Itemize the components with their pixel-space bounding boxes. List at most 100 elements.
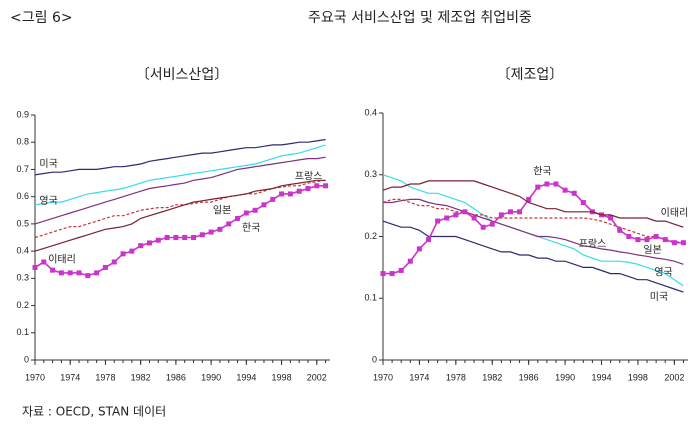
series-line [34, 179, 326, 239]
series-marker [626, 234, 632, 239]
y-tick-label: 0.3 [364, 169, 377, 179]
y-tick-label: 0 [372, 354, 377, 364]
series-marker [305, 186, 311, 191]
x-tick-label: 1978 [95, 372, 115, 382]
series-marker [644, 237, 650, 243]
series-label: 미국 [650, 291, 668, 303]
series-marker [323, 183, 329, 189]
series-line [382, 174, 684, 287]
series-marker [76, 270, 82, 276]
series-marker [296, 188, 302, 194]
series-marker [32, 264, 38, 270]
y-tick-label: 0.8 [16, 137, 29, 147]
series-label: 프랑스 [295, 170, 323, 182]
x-tick-label: 1998 [628, 372, 648, 382]
x-tick-label: 1978 [446, 372, 466, 382]
series-label: 영국 [654, 266, 672, 278]
chart-title: 〔서비스산업〕 [136, 67, 228, 83]
x-tick-label: 2002 [307, 372, 327, 382]
series-marker [526, 196, 532, 202]
series-label: 영국 [39, 195, 57, 207]
series-marker [608, 215, 614, 221]
y-tick-label: 0.9 [16, 109, 29, 119]
series-label: 일본 [643, 244, 661, 256]
x-tick-label: 1970 [373, 372, 393, 382]
source-note: 자료 : OECD, STAN 데이터 [22, 405, 166, 419]
series-marker [453, 212, 459, 218]
series-marker [252, 207, 258, 213]
series-marker [426, 237, 432, 243]
x-tick-label: 1994 [591, 372, 611, 382]
series-marker [50, 267, 56, 273]
series-marker [553, 181, 559, 187]
series-label: 한국 [242, 222, 260, 234]
x-tick-label: 1994 [236, 372, 256, 382]
series-marker [208, 229, 214, 235]
series-marker [462, 209, 468, 215]
series-marker [138, 243, 144, 249]
y-tick-label: 0.7 [16, 164, 29, 174]
y-tick-label: 0.2 [16, 300, 29, 310]
series-marker [173, 235, 179, 240]
series-marker [314, 183, 320, 189]
series-line [382, 198, 684, 244]
series-line [34, 179, 326, 252]
series-marker [389, 271, 395, 277]
series-marker [498, 212, 504, 218]
x-tick-label: 1982 [131, 372, 151, 382]
series-marker [653, 234, 659, 239]
series-marker [191, 235, 197, 240]
series-marker [380, 271, 386, 277]
series-marker [435, 218, 441, 224]
x-tick-label: 2002 [664, 372, 684, 382]
series-label: 일본 [213, 204, 231, 216]
series-label: 이태리 [661, 207, 689, 219]
series-marker [489, 221, 495, 227]
x-tick-label: 1974 [60, 372, 80, 382]
y-tick-label: 0.2 [364, 231, 377, 241]
series-marker [480, 224, 486, 230]
series-marker [444, 215, 450, 221]
series-marker [671, 240, 677, 246]
y-tick-label: 0.6 [16, 191, 29, 201]
x-tick-label: 1982 [482, 372, 502, 382]
series-marker [416, 246, 422, 252]
series-marker [261, 202, 267, 208]
series-line [34, 156, 326, 225]
series-marker [287, 191, 293, 197]
series-marker [164, 235, 170, 240]
y-tick-label: 0.3 [16, 273, 29, 283]
series-line [383, 183, 684, 275]
series-marker [111, 259, 117, 265]
series-marker [544, 181, 550, 187]
series-marker [155, 237, 161, 243]
series-line [34, 144, 326, 206]
y-tick-label: 0 [24, 354, 29, 364]
series-marker [102, 264, 108, 270]
x-tick-label: 1974 [409, 372, 429, 382]
series-marker [129, 248, 135, 254]
series-marker [471, 215, 477, 221]
series-marker [617, 227, 623, 233]
series-line [34, 185, 326, 277]
x-tick-label: 1986 [166, 372, 186, 382]
y-tick-label: 0.1 [364, 293, 377, 303]
series-marker [571, 190, 577, 196]
series-marker [67, 270, 73, 276]
series-marker [94, 270, 100, 276]
x-tick-label: 1990 [201, 372, 221, 382]
series-marker [398, 267, 404, 273]
series-marker [146, 240, 152, 246]
y-tick-label: 0.4 [364, 107, 377, 117]
series-label: 미국 [39, 158, 57, 170]
series-label: 이태리 [48, 253, 76, 265]
series-marker [562, 187, 568, 193]
series-marker [635, 237, 641, 243]
series-line [383, 198, 684, 265]
chart-title: 〔제조업〕 [497, 67, 564, 83]
series-marker [535, 184, 541, 190]
series-marker [662, 237, 668, 243]
x-tick-label: 1998 [272, 372, 292, 382]
series-marker [41, 259, 47, 265]
